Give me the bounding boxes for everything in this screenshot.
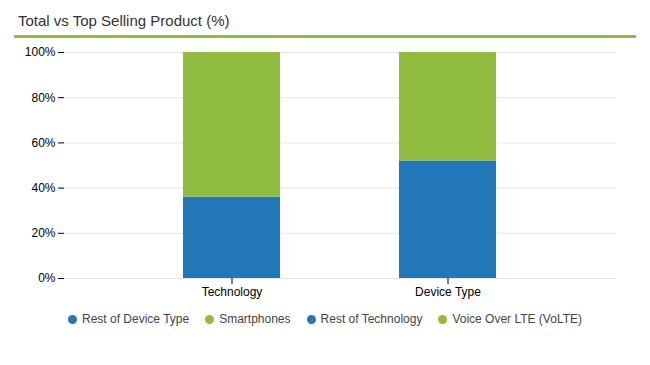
html-text:Smartphones: Smartphones	[219, 312, 291, 326]
svg-text:60%: 60%	[31, 136, 55, 150]
svg-text:20%: 20%	[31, 226, 55, 240]
svg-text:80%: 80%	[31, 91, 55, 105]
html-text:Voice Over LTE (VoLTE): Voice Over LTE (VoLTE)	[452, 312, 582, 326]
html-text:Rest of Device Type: Rest of Device Type	[82, 312, 190, 326]
svg-text:40%: 40%	[31, 181, 55, 195]
html-text:Rest of Technology: Rest of Technology	[320, 312, 423, 326]
html-text:Total vs Top Selling Product (: Total vs Top Selling Product (%)	[18, 12, 230, 29]
svg-text:100%: 100%	[25, 45, 56, 59]
svg-text:Device Type: Device Type	[415, 285, 481, 299]
svg-text:Technology: Technology	[202, 285, 263, 299]
svg-text:0%: 0%	[38, 271, 56, 285]
